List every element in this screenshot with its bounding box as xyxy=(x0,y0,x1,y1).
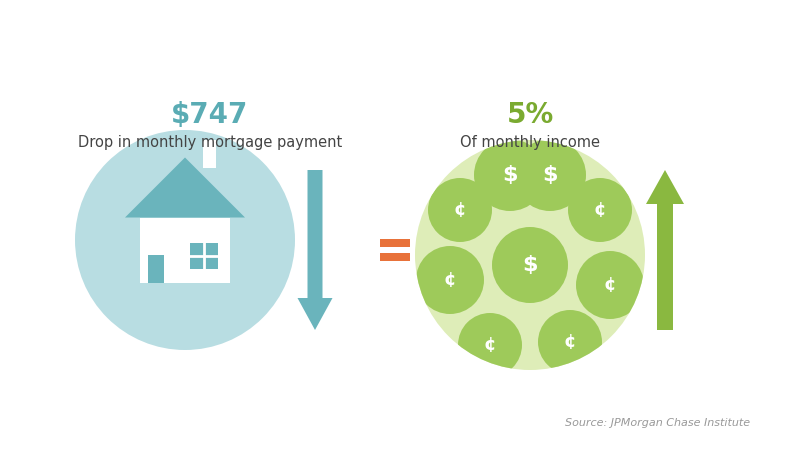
FancyBboxPatch shape xyxy=(140,217,230,283)
Text: ¢: ¢ xyxy=(564,333,576,351)
Text: $: $ xyxy=(522,255,538,275)
Circle shape xyxy=(576,251,644,319)
Text: ¢: ¢ xyxy=(594,201,606,219)
FancyBboxPatch shape xyxy=(380,239,410,247)
Circle shape xyxy=(474,139,546,211)
FancyBboxPatch shape xyxy=(380,253,410,261)
Text: ¢: ¢ xyxy=(454,201,466,219)
Circle shape xyxy=(416,246,484,314)
Text: $: $ xyxy=(542,165,558,185)
Circle shape xyxy=(514,139,586,211)
Circle shape xyxy=(75,130,295,350)
FancyBboxPatch shape xyxy=(203,140,216,167)
Polygon shape xyxy=(125,158,245,217)
Text: ¢: ¢ xyxy=(484,336,496,354)
Text: ¢: ¢ xyxy=(604,276,616,294)
Circle shape xyxy=(538,310,602,374)
FancyBboxPatch shape xyxy=(148,255,164,283)
Text: $747: $747 xyxy=(171,101,249,129)
Text: ¢: ¢ xyxy=(444,271,456,289)
Polygon shape xyxy=(646,170,684,330)
Text: 5%: 5% xyxy=(506,101,554,129)
Polygon shape xyxy=(298,170,333,330)
Circle shape xyxy=(415,140,645,370)
Circle shape xyxy=(428,178,492,242)
Circle shape xyxy=(492,227,568,303)
Text: Source: JPMorgan Chase Institute: Source: JPMorgan Chase Institute xyxy=(565,418,750,428)
Circle shape xyxy=(458,313,522,377)
Text: Drop in monthly mortgage payment: Drop in monthly mortgage payment xyxy=(78,135,342,150)
Text: $: $ xyxy=(502,165,518,185)
FancyBboxPatch shape xyxy=(190,243,218,269)
Circle shape xyxy=(568,178,632,242)
Text: Of monthly income: Of monthly income xyxy=(460,135,600,150)
